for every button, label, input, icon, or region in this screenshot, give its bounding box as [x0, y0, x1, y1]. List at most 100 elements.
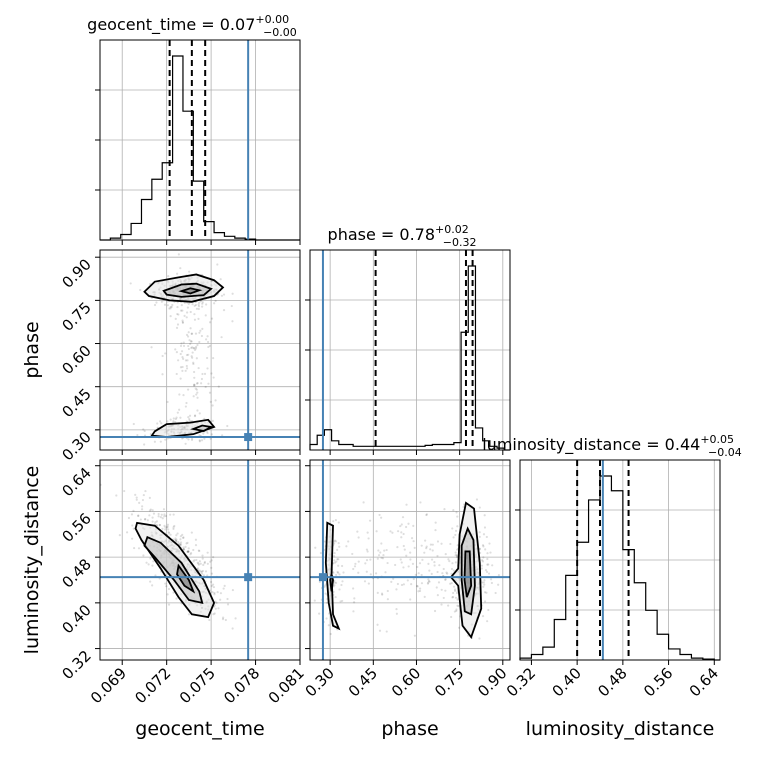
- x-tick-label: 0.75: [431, 664, 467, 700]
- sample-point: [135, 496, 138, 499]
- sample-point: [198, 569, 201, 572]
- sample-point: [182, 547, 185, 551]
- sample-point: [407, 522, 410, 525]
- sample-point: [206, 551, 209, 554]
- sample-point: [189, 327, 192, 330]
- sample-point: [200, 377, 204, 381]
- sample-point: [319, 551, 322, 555]
- axes-frame: [99, 459, 301, 661]
- sample-point: [206, 367, 209, 370]
- sample-point: [440, 588, 443, 591]
- histogram-geocent_time: [100, 55, 300, 241]
- sample-point: [189, 340, 193, 343]
- sample-point: [231, 292, 234, 295]
- sample-point: [193, 313, 196, 316]
- sample-point: [196, 391, 199, 394]
- sample-point: [450, 567, 454, 571]
- sample-point: [174, 317, 177, 320]
- sample-point: [192, 361, 195, 364]
- sample-point: [190, 340, 193, 343]
- sample-point: [208, 391, 212, 394]
- x-tick-label: 0.32: [503, 664, 539, 700]
- sample-point: [193, 384, 196, 387]
- sample-point: [163, 303, 167, 306]
- sample-point: [160, 513, 163, 516]
- sample-point: [201, 302, 204, 305]
- sample-point: [425, 513, 428, 516]
- sample-point: [132, 527, 135, 530]
- sample-point: [169, 513, 172, 516]
- sample-point: [174, 417, 177, 421]
- sample-point: [213, 591, 216, 595]
- sample-point: [137, 547, 141, 550]
- sample-point: [365, 559, 369, 562]
- sample-point: [176, 323, 180, 326]
- sample-point: [181, 369, 184, 373]
- sample-point: [485, 535, 488, 539]
- sample-point: [181, 319, 184, 322]
- sample-point: [154, 521, 157, 524]
- sample-point: [433, 564, 436, 567]
- sample-point: [442, 596, 445, 600]
- sample-point: [436, 570, 439, 574]
- sample-point: [405, 554, 408, 557]
- sample-point: [157, 512, 160, 516]
- sample-point: [475, 498, 479, 501]
- sample-point: [426, 582, 430, 585]
- sample-point: [419, 587, 422, 590]
- sample-point: [230, 304, 233, 308]
- sample-point: [156, 422, 159, 425]
- sample-point: [409, 551, 412, 554]
- sample-point: [341, 599, 344, 603]
- sample-point: [491, 564, 494, 567]
- sample-point: [210, 317, 214, 320]
- sample-point: [374, 572, 378, 575]
- sample-point: [409, 558, 412, 561]
- sample-point: [494, 591, 497, 595]
- sample-point: [187, 550, 190, 554]
- sample-point: [149, 580, 152, 583]
- sample-point: [409, 598, 412, 601]
- scatter-samples: [129, 253, 234, 454]
- sample-point: [144, 489, 147, 493]
- sample-point: [173, 452, 175, 454]
- sample-point: [179, 543, 182, 547]
- x-tick-label: 0.90: [474, 664, 510, 700]
- sample-point: [454, 533, 457, 537]
- sample-point: [200, 570, 203, 573]
- sample-point: [341, 580, 344, 583]
- sample-point: [383, 549, 386, 552]
- sample-point: [445, 571, 448, 574]
- y-tick-label: 0.48: [58, 555, 94, 591]
- sample-point: [176, 312, 179, 316]
- sample-point: [187, 438, 190, 441]
- sample-point: [411, 562, 415, 565]
- sample-point: [169, 418, 172, 421]
- sample-point: [190, 531, 193, 534]
- sample-point: [184, 545, 187, 548]
- sample-point: [456, 515, 459, 518]
- sample-point: [452, 591, 455, 595]
- sample-point: [188, 339, 191, 342]
- sample-point: [212, 357, 215, 360]
- sample-point: [258, 605, 260, 607]
- sample-point: [216, 263, 219, 266]
- sample-point: [483, 514, 486, 517]
- sample-point: [488, 542, 491, 545]
- sample-point: [457, 604, 460, 608]
- sample-point: [142, 493, 145, 497]
- sample-point: [376, 557, 379, 560]
- sample-point: [211, 404, 214, 407]
- sample-point: [198, 439, 201, 442]
- sample-point: [166, 525, 169, 528]
- sample-point: [333, 551, 336, 555]
- sample-point: [404, 525, 408, 529]
- sample-point: [427, 579, 431, 583]
- sample-point: [289, 516, 291, 518]
- sample-point: [205, 303, 208, 306]
- sample-point: [159, 516, 162, 519]
- y-tick-label: 0.40: [58, 601, 94, 637]
- sample-point: [196, 561, 199, 564]
- sample-point: [455, 609, 458, 612]
- sample-point: [226, 597, 229, 601]
